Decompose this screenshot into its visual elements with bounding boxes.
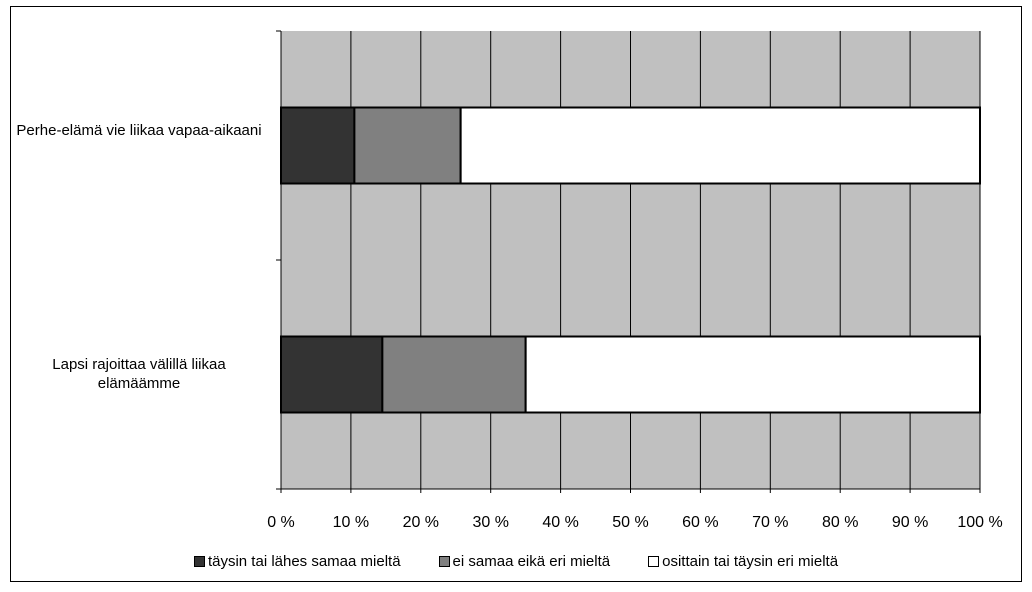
legend: täysin tai lähes samaa mieltä ei samaa e… (0, 553, 1032, 570)
x-tick-label: 100 % (957, 514, 1002, 531)
x-tick-label: 70 % (752, 514, 788, 531)
x-tick-label: 80 % (822, 514, 858, 531)
bar-1-segment-1 (280, 106, 356, 185)
bar-1-segment-2 (353, 106, 462, 185)
legend-item-1: täysin tai lähes samaa mieltä (193, 553, 401, 570)
bar-1-segment-3 (459, 106, 981, 185)
x-tick-label: 40 % (542, 514, 578, 531)
legend-swatch-1 (193, 556, 205, 567)
legend-swatch-2 (438, 556, 450, 567)
legend-swatch-3 (648, 556, 660, 567)
bar-2-segment-3 (524, 335, 982, 414)
bar-2-segment-1 (280, 335, 384, 414)
x-tick-label: 60 % (682, 514, 718, 531)
category-label-2: Lapsi rajoittaa välillä liikaa elämäämme (52, 356, 226, 392)
x-tick-label: 50 % (612, 514, 648, 531)
x-tick-label: 90 % (892, 514, 928, 531)
bar-2-segment-2 (381, 335, 527, 414)
x-tick-label: 10 % (333, 514, 369, 531)
x-tick-label: 0 % (267, 514, 295, 531)
legend-item-3: osittain tai täysin eri mieltä (648, 553, 838, 570)
x-tick-label: 20 % (403, 514, 439, 531)
legend-label-2: ei samaa eikä eri mieltä (452, 553, 611, 570)
legend-label-3: osittain tai täysin eri mieltä (662, 553, 839, 570)
legend-item-2: ei samaa eikä eri mieltä (438, 553, 611, 570)
x-tick-label: 30 % (472, 514, 508, 531)
category-label-1: Perhe-elämä vie liikaa vapaa-aikaani (16, 122, 262, 139)
legend-label-1: täysin tai lähes samaa mieltä (207, 553, 401, 570)
